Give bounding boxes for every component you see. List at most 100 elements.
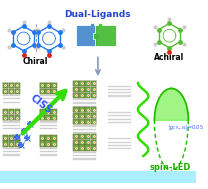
Bar bbox=[40, 136, 45, 141]
Bar bbox=[73, 87, 79, 92]
Bar bbox=[73, 132, 97, 133]
Bar bbox=[3, 151, 20, 152]
Bar bbox=[85, 134, 90, 139]
Bar bbox=[3, 83, 8, 88]
Bar bbox=[15, 83, 20, 88]
Bar bbox=[91, 113, 97, 118]
Text: spin-LED: spin-LED bbox=[150, 163, 191, 172]
Bar bbox=[108, 89, 131, 90]
Bar bbox=[9, 83, 14, 88]
Bar bbox=[51, 141, 57, 146]
Bar bbox=[73, 107, 97, 125]
Bar bbox=[15, 89, 20, 94]
Bar bbox=[108, 92, 131, 93]
Bar bbox=[73, 93, 79, 98]
Bar bbox=[85, 81, 90, 86]
Bar bbox=[3, 98, 20, 99]
Bar bbox=[9, 136, 14, 141]
Bar bbox=[3, 154, 20, 156]
Bar bbox=[91, 139, 97, 145]
Bar bbox=[40, 83, 45, 88]
Bar bbox=[85, 87, 90, 92]
Bar bbox=[73, 155, 97, 156]
Bar bbox=[46, 109, 51, 114]
Bar bbox=[39, 109, 57, 121]
Bar bbox=[46, 136, 51, 141]
Bar bbox=[91, 87, 97, 92]
Bar bbox=[40, 125, 57, 126]
Bar bbox=[85, 107, 90, 112]
Bar bbox=[73, 99, 97, 100]
Bar bbox=[51, 109, 57, 114]
Bar bbox=[91, 119, 97, 124]
Text: $|g_{CP-EL}|$=0.05: $|g_{CP-EL}|$=0.05 bbox=[168, 123, 203, 132]
Bar bbox=[79, 139, 85, 145]
Bar bbox=[108, 115, 131, 116]
Bar bbox=[3, 95, 20, 96]
Polygon shape bbox=[76, 23, 99, 46]
Bar bbox=[85, 139, 90, 145]
Bar bbox=[40, 115, 45, 120]
Bar bbox=[108, 138, 131, 139]
Bar bbox=[79, 113, 85, 118]
Bar bbox=[79, 93, 85, 98]
Bar bbox=[40, 89, 45, 94]
Bar bbox=[108, 95, 131, 97]
Bar bbox=[108, 112, 131, 113]
Bar bbox=[2, 82, 20, 94]
Bar bbox=[108, 86, 131, 87]
Bar bbox=[40, 95, 57, 96]
Bar bbox=[40, 151, 57, 152]
Bar bbox=[85, 93, 90, 98]
Bar bbox=[40, 102, 57, 103]
Bar bbox=[46, 141, 51, 146]
Bar bbox=[3, 125, 20, 126]
Bar bbox=[40, 128, 57, 129]
Bar bbox=[40, 148, 57, 149]
Bar bbox=[73, 139, 79, 145]
Bar bbox=[0, 171, 196, 184]
Text: Dual-Ligands: Dual-Ligands bbox=[65, 10, 131, 19]
Bar bbox=[15, 115, 20, 120]
Bar bbox=[73, 158, 97, 160]
Bar bbox=[91, 134, 97, 139]
Text: Achiral: Achiral bbox=[154, 53, 185, 62]
Bar bbox=[3, 136, 8, 141]
Bar bbox=[2, 109, 20, 121]
Bar bbox=[73, 102, 97, 104]
Bar bbox=[79, 146, 85, 151]
Bar bbox=[73, 107, 79, 112]
Bar bbox=[15, 136, 20, 141]
Bar bbox=[51, 136, 57, 141]
Bar bbox=[73, 80, 97, 98]
Bar bbox=[108, 142, 131, 143]
Bar bbox=[46, 89, 51, 94]
Bar bbox=[2, 135, 20, 147]
Bar bbox=[79, 87, 85, 92]
Bar bbox=[51, 115, 57, 120]
Bar bbox=[40, 121, 57, 122]
Bar bbox=[3, 109, 8, 114]
Bar bbox=[9, 115, 14, 120]
Bar bbox=[73, 125, 97, 127]
Bar bbox=[15, 141, 20, 146]
Bar bbox=[85, 119, 90, 124]
Bar bbox=[85, 146, 90, 151]
Bar bbox=[51, 89, 57, 94]
Bar bbox=[3, 89, 8, 94]
Bar bbox=[3, 128, 20, 129]
Bar bbox=[73, 146, 79, 151]
Bar bbox=[79, 119, 85, 124]
Bar bbox=[73, 119, 79, 124]
Bar bbox=[91, 107, 97, 112]
Bar bbox=[79, 81, 85, 86]
Bar bbox=[39, 82, 57, 94]
Bar bbox=[9, 109, 14, 114]
Bar bbox=[3, 121, 20, 122]
Bar bbox=[3, 102, 20, 103]
Bar bbox=[91, 146, 97, 151]
Bar bbox=[3, 141, 8, 146]
Bar bbox=[15, 109, 20, 114]
Bar bbox=[108, 145, 131, 146]
Bar bbox=[73, 81, 79, 86]
